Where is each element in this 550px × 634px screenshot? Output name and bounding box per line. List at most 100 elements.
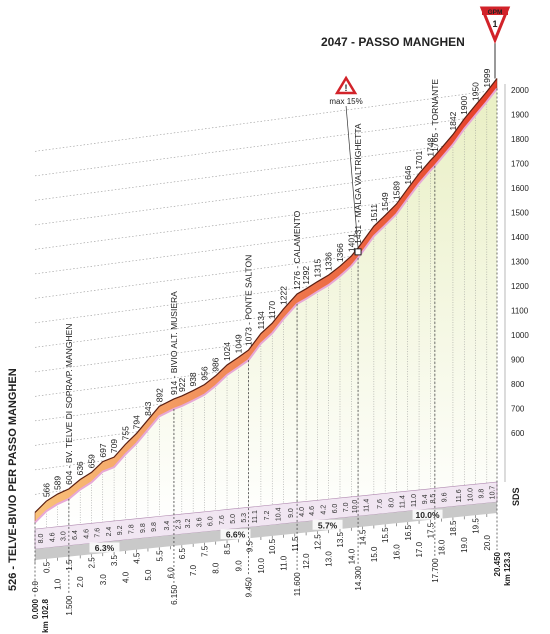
x-tick-label: 9.5 — [246, 541, 255, 553]
y-tick-label: 1800 — [511, 135, 529, 144]
elevation-label: 1999 — [482, 68, 492, 87]
gradient-label: 3.0 — [61, 531, 68, 541]
x-tick-label: 19.5 — [472, 518, 481, 534]
profile-edge — [34, 87, 498, 524]
elevation-label: 938 — [188, 372, 198, 386]
elevation-label: 1170 — [267, 301, 277, 320]
gradient-label: 11.0 — [411, 494, 418, 507]
km-marker-label: 1.500 — [65, 595, 74, 616]
y-tick-label: 900 — [511, 356, 525, 365]
elevation-label: 1336 — [324, 252, 334, 271]
elevation-label: 566 — [41, 483, 51, 497]
elevation-label: 1276 - CALAMENTO — [292, 210, 302, 290]
x-tick-label: 14.5 — [359, 529, 368, 545]
gradient-label: 6.0 — [332, 504, 339, 514]
x-tick-label: 8.0 — [212, 562, 221, 574]
section-label-box — [89, 542, 120, 553]
grid-line — [34, 89, 498, 152]
x-tick-label: 10.0 — [257, 557, 266, 573]
x-tick-label: 18.0 — [438, 539, 447, 555]
sds-label: SDS — [511, 487, 521, 506]
elevation-label: 1024 — [222, 342, 232, 361]
elevation-label: 1366 — [335, 243, 345, 262]
profile-area — [35, 88, 497, 530]
y-tick-label: 1500 — [511, 209, 529, 218]
summit-label: 2047 - PASSO MANGHEN — [321, 35, 465, 49]
x-tick-label: 18.5 — [449, 520, 458, 536]
x-tick-label: 17.0 — [415, 541, 424, 557]
x-tick-label: 11.5 — [291, 536, 300, 552]
grid-line — [34, 310, 498, 373]
gradient-label: 9.0 — [288, 508, 295, 518]
gradient-label: 9.4 — [422, 494, 429, 504]
elevation-label: 914 - BIVIO ALT. MUSIERA — [169, 291, 179, 395]
x-tick-label: 0.5 — [42, 561, 51, 573]
gradient-label: 10.0 — [352, 500, 359, 514]
grid-line — [34, 163, 498, 226]
gradient-label: 7.8 — [129, 524, 136, 534]
elevation-label: 755 — [120, 426, 130, 440]
elevation-label: 1646 — [403, 165, 413, 184]
elevation-label: 1511 — [369, 204, 379, 223]
y-tick-label: 1100 — [511, 307, 529, 316]
elevation-label: 1748 — [425, 137, 435, 156]
elevation-label: 1315 — [312, 258, 322, 277]
x-tick-label: 15.5 — [381, 527, 390, 543]
x-tick-label: 6.0 — [167, 567, 176, 579]
gradient-label: 7.6 — [377, 499, 384, 509]
max-point — [354, 248, 362, 256]
x-tick-label: 1.5 — [65, 559, 74, 571]
gradient-label: 4.6 — [49, 532, 56, 542]
max-icon — [334, 75, 358, 95]
x-tick-label: 7.0 — [189, 564, 198, 576]
gradient-label: 4.6 — [309, 506, 316, 516]
elevation-label: 986 — [211, 357, 221, 371]
y-tick-label: 1700 — [511, 160, 529, 169]
gradient-label: 4.2 — [321, 505, 328, 515]
y-tick-label: 1600 — [511, 184, 529, 193]
grid-line — [34, 138, 498, 201]
section-label: 6.6% — [226, 530, 246, 540]
elevation-label: 697 — [98, 443, 108, 457]
x-tick-label: 2.0 — [76, 576, 85, 588]
gradient-label: 10.0 — [467, 488, 474, 502]
gradient-label: 8.0 — [388, 498, 395, 508]
gradient-label: 8.5 — [430, 494, 437, 504]
elevation-label: 1401 — [346, 233, 356, 252]
start-label: 526 - TELVE-BIVIO PER PASSO MANGHEN — [7, 368, 19, 591]
x-tick-label: 14.0 — [347, 548, 356, 564]
max-icon-mark: ! — [345, 83, 348, 93]
grid-line — [34, 285, 498, 348]
gpm-category: 1 — [492, 19, 497, 29]
y-tick-label: 2000 — [511, 86, 529, 95]
gradient-label: 10.7 — [489, 486, 496, 500]
elevation-label: 922 — [177, 378, 187, 392]
x-tick-label: 19.0 — [460, 537, 469, 553]
km-marker-label: 9.450 — [244, 577, 253, 598]
x-tick-label: 12.5 — [313, 534, 322, 550]
gradient-label: 5.0 — [230, 514, 237, 524]
x-tick-label: 4.5 — [133, 552, 142, 564]
gradient-label: 4.0 — [299, 507, 306, 517]
x-tick-label: 17.5 — [426, 522, 435, 538]
gpm-label: GPM — [488, 9, 503, 16]
gradient-label: 6.0 — [208, 516, 215, 526]
section-band — [35, 502, 497, 561]
gradient-label: 7.0 — [343, 502, 350, 512]
max-gradient-label: max 15% — [329, 97, 362, 106]
elevation-label: 892 — [154, 388, 164, 402]
grid-line — [34, 383, 498, 446]
max-stem — [345, 105, 359, 248]
y-tick-label: 1000 — [511, 331, 529, 340]
x-tick-label: 9.0 — [234, 560, 243, 572]
gradient-label: 9.2 — [117, 525, 124, 535]
gradient-label: 9.8 — [151, 522, 158, 532]
elevation-label: 604 - BV. TELVE DI SOPRA/P. MANGHEN — [64, 324, 74, 485]
elevation-label: 1292 — [301, 266, 311, 285]
km-marker-label: 14.300 — [354, 566, 363, 591]
grid-line — [34, 212, 498, 275]
y-tick-label: 800 — [511, 380, 525, 389]
km-marker-label: 6.150 — [170, 584, 179, 605]
gpm-band — [482, 7, 508, 15]
